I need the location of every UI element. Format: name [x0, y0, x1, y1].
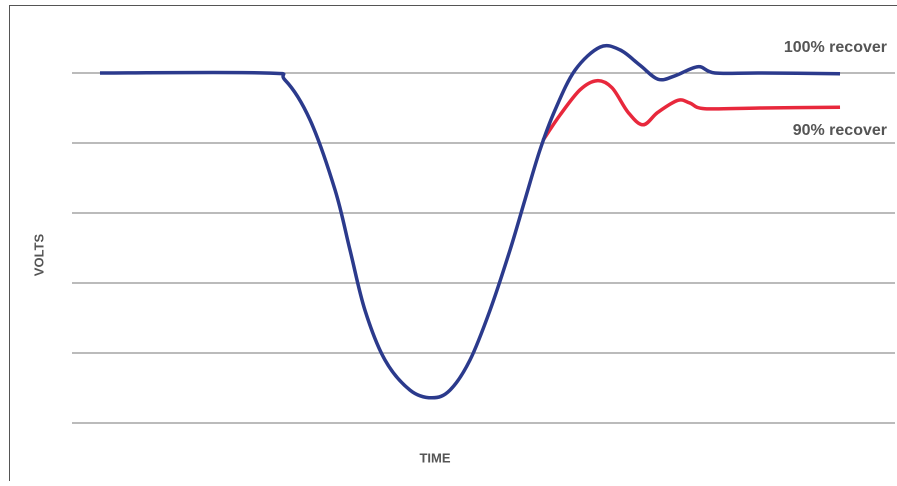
series-label: 90% recover: [793, 122, 887, 139]
y-axis-label: VOLTS: [31, 233, 46, 276]
series-label: 100% recover: [784, 39, 887, 56]
x-axis-label: TIME: [419, 450, 450, 465]
frame: [10, 6, 897, 482]
line: [100, 46, 840, 398]
